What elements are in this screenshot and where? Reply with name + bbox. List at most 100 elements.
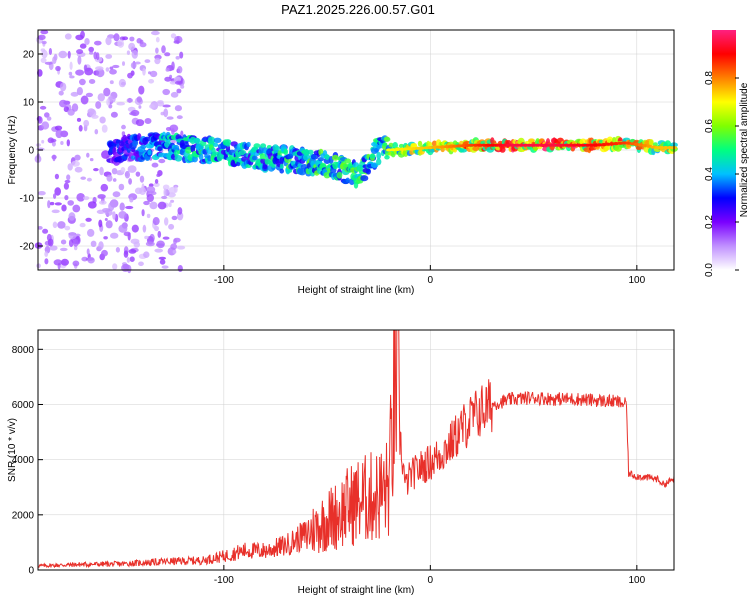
spectrogram-cell — [101, 124, 108, 133]
spectrogram-cell — [148, 71, 152, 75]
spectrogram-cell — [621, 141, 628, 145]
spectrogram-cell — [493, 143, 500, 147]
spectrogram-cell — [118, 224, 128, 233]
spectrogram-cell — [120, 81, 126, 86]
spectrogram-cell — [86, 152, 90, 158]
spectrogram-cell — [41, 49, 48, 59]
spectrogram-cell — [52, 56, 57, 64]
spectrogram-cell — [166, 116, 174, 120]
spectrogram-cell — [86, 177, 92, 182]
spectrogram-cell — [63, 182, 69, 190]
spectrogram-cell — [127, 265, 132, 274]
spectrogram-cell — [376, 158, 382, 166]
spectrogram-cell — [146, 186, 156, 194]
spectrogram-x-tick-label: -100 — [214, 275, 234, 286]
spectrogram-cell — [95, 101, 102, 109]
spectrogram-cell — [499, 146, 506, 153]
spectrogram-cell — [88, 79, 96, 84]
spectrogram-cell — [175, 56, 180, 60]
spectrogram-cell — [138, 85, 145, 95]
spectrogram-cell — [526, 143, 533, 147]
spectrogram-cell — [109, 69, 117, 75]
spectrogram-cell — [310, 153, 319, 160]
spectrogram-cell — [238, 149, 247, 156]
spectrogram-cell — [152, 217, 160, 226]
spectrogram-cell — [76, 87, 83, 96]
spectrogram-cell — [101, 150, 110, 159]
spectrogram-cell — [147, 149, 152, 156]
spectrogram-cell — [133, 241, 140, 248]
spectrogram-cell — [55, 129, 63, 139]
spectrogram-cell — [113, 33, 120, 42]
spectrogram-cell — [360, 175, 369, 182]
spectrogram-cell — [58, 90, 64, 96]
spectrogram-cell — [47, 200, 51, 209]
spectrogram-cell — [476, 143, 483, 147]
spectrogram-cell — [170, 33, 177, 39]
spectrogram-cell — [64, 179, 71, 184]
spectrogram-cell — [149, 104, 155, 109]
spectrogram-cell — [180, 130, 184, 138]
spectrogram-cell — [50, 138, 57, 143]
snr-y-ticks: 0 2000 4000 6000 8000 — [12, 345, 43, 577]
spectrogram-cell — [101, 208, 111, 213]
spectrogram-cell — [162, 236, 170, 240]
spectrogram-cell — [130, 62, 137, 69]
spectrogram-cell — [83, 64, 88, 72]
spectrogram-cell — [505, 143, 512, 147]
spectrogram-cell — [118, 183, 125, 191]
colorbar-tick-label: 0.0 — [704, 263, 715, 277]
spectrogram-cell — [143, 200, 150, 206]
spectrogram-cell — [135, 171, 141, 177]
spectrogram-cell — [501, 143, 508, 147]
spectrogram-cell — [134, 61, 141, 65]
spectrogram-cell — [59, 99, 68, 108]
spectrogram-cell — [323, 157, 331, 164]
spectrogram-x-tick-label: 100 — [628, 275, 645, 286]
spectrogram-cell — [149, 201, 158, 210]
spectrogram-cell — [177, 265, 183, 272]
spectrogram-y-ticks: -20 -10 0 10 20 — [20, 50, 43, 253]
spectrogram-cell — [171, 215, 178, 221]
spectrogram-cell — [287, 168, 293, 173]
spectrogram-cell — [98, 241, 104, 250]
spectrogram-cell — [87, 201, 97, 209]
spectrogram-cell — [106, 174, 113, 182]
spectrogram-cell — [170, 199, 175, 203]
spectrogram-cell — [40, 48, 46, 52]
spectrogram-cell — [71, 160, 80, 167]
spectrogram-cell — [49, 201, 55, 206]
spectrogram-cell — [170, 91, 179, 98]
snr-x-ticks: -100 0 100 — [214, 565, 646, 586]
spectrogram-cell — [164, 52, 171, 57]
spectrogram-cell — [68, 71, 73, 76]
spectrogram-cell — [481, 143, 487, 147]
spectrogram-cell — [66, 139, 71, 147]
spectrogram-cell — [97, 209, 103, 214]
spectrogram-cell — [99, 116, 106, 124]
spectrogram-cell — [468, 143, 475, 147]
spectrogram-cell — [68, 212, 76, 221]
spectrogram-cell — [80, 95, 89, 105]
spectrogram-x-tick-label: 0 — [428, 275, 434, 286]
spectrogram-cell — [138, 105, 142, 109]
spectrogram-cell — [551, 143, 558, 147]
spectrogram-cell — [129, 256, 135, 263]
spectrogram-cell — [129, 36, 135, 42]
spectrogram-cell — [51, 141, 56, 147]
spectrogram-cell — [124, 170, 130, 179]
spectrogram-cell — [84, 38, 90, 45]
spectrogram-cell — [108, 96, 116, 103]
spectrogram-cell — [154, 57, 161, 65]
spectrogram-y-tick-label: 0 — [28, 146, 34, 157]
spectrogram-cell — [54, 173, 60, 180]
spectrogram-cell — [71, 103, 79, 112]
spectrogram-cell — [53, 259, 63, 266]
spectrogram-cell — [98, 219, 103, 228]
spectrogram-cell — [648, 139, 654, 146]
spectrogram-cell — [37, 226, 43, 230]
spectrogram-cell — [485, 143, 492, 147]
spectrogram-cell — [127, 165, 137, 173]
spectrogram-cell — [144, 136, 151, 142]
spectrogram-cell — [86, 248, 90, 255]
